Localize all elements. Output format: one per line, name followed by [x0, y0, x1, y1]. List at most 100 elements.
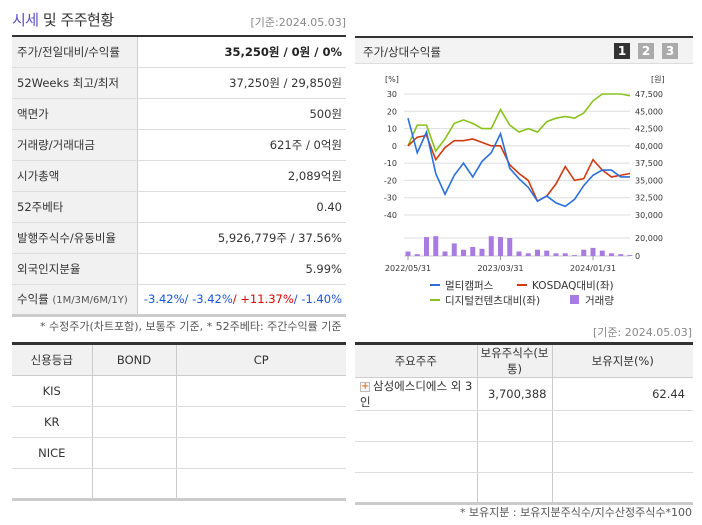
table-cell: 3,700,388: [477, 377, 553, 411]
volume-bar: [553, 253, 559, 256]
quote-label: 수익률 (1M/3M/6M/1Y): [12, 284, 138, 316]
table-cell: [12, 468, 93, 500]
legend-label: KOSDAQ대비(좌): [532, 280, 614, 292]
chart-page-3-button[interactable]: 3: [662, 43, 678, 59]
quote-label: 액면가: [12, 98, 138, 130]
quote-row: 52Weeks 최고/최저 37,250원 / 29,850원: [12, 67, 346, 99]
x-tick-label: 2023/03/31: [477, 264, 523, 273]
volume-bar: [535, 249, 540, 256]
quote-value: 2,089억원: [137, 160, 346, 192]
table-cell: [552, 441, 693, 473]
right-tick-label: 32,500: [635, 194, 663, 203]
return-value: / -1.40%: [293, 292, 342, 306]
table-row: [355, 441, 693, 473]
quote-label: 발행주식수/유동비율: [12, 222, 138, 254]
volume-bar: [498, 237, 503, 256]
volume-bar: [572, 255, 577, 256]
chart-title: 주가/상대수익률: [363, 45, 441, 59]
right-tick-label: 40,000: [635, 142, 663, 151]
left-tick-label: -30: [384, 194, 397, 203]
major-shareholders-table: 주요주주 보유주식수(보통) 보유지분(%) + 삼성에스디에스 외 3인 3,70…: [355, 342, 693, 505]
table-cell: [176, 468, 346, 500]
quote-value: 621주 / 0억원: [137, 129, 346, 161]
left-tick-label: 30: [387, 90, 397, 99]
col-header: 신용등급: [12, 343, 93, 376]
table-row: [12, 468, 346, 500]
holder-name[interactable]: 삼성에스디에스 외 3인: [360, 379, 473, 409]
quote-row: 외국인지분율 5.99%: [12, 253, 346, 285]
chart-header: 주가/상대수익률 1 2 3: [355, 38, 693, 64]
right-tick-label: 30,000: [635, 211, 663, 220]
table-row: [355, 472, 693, 504]
quote-table: 주가/전일대비/수익률 35,250원 / 0원 / 0% 52Weeks 최고/최…: [12, 35, 346, 317]
return-value: / -3.42%: [184, 292, 233, 306]
quote-value: 37,250원 / 29,850원: [137, 67, 346, 99]
quote-label: 52주베타: [12, 191, 138, 223]
x-tick-label: 2024/01/31: [570, 264, 616, 273]
volume-bar: [442, 251, 448, 256]
legend-swatch: [570, 295, 579, 304]
right-tick-label: 37,500: [635, 159, 663, 168]
left-tick-label: 10: [387, 125, 397, 134]
volume-bar: [479, 248, 485, 256]
volume-bar: [405, 251, 411, 256]
quote-row: 52주베타 0.40: [12, 191, 346, 223]
table-cell: [92, 375, 177, 407]
volume-bar: [516, 251, 522, 256]
table-cell: [176, 437, 346, 469]
left-tick-label: -40: [384, 211, 397, 220]
table-cell: [176, 375, 346, 407]
volume-bar: [599, 250, 605, 256]
price-chart: [%] [원] 30 47,500 20 45,000 10 42,500 0 40,000 -10…: [384, 75, 665, 307]
table-cell: [477, 441, 553, 473]
legend-label: 거래량: [585, 295, 614, 307]
right-tick-label: 35,000: [635, 176, 663, 185]
volume-bar: [507, 238, 513, 256]
quote-label: 52Weeks 최고/최저: [12, 67, 138, 99]
table-cell: [552, 472, 693, 504]
volume-bar: [451, 243, 457, 256]
chart-panel: 주가/상대수익률 1 2 3 [%] [원] 30 47,500 20 45,000 10 4…: [355, 36, 693, 311]
volume-bar: [470, 247, 476, 256]
chart-page-2-button[interactable]: 2: [638, 43, 654, 59]
table-cell: [477, 410, 553, 442]
series-line-2: [407, 93, 631, 153]
volume-bar: [488, 236, 494, 256]
expand-plus-icon[interactable]: +: [360, 380, 370, 392]
quote-value: 5.99%: [137, 253, 346, 285]
holders-as-of: [기준: 2024.05.03]: [592, 326, 692, 339]
table-cell: KR: [12, 406, 93, 438]
table-cell: [92, 406, 177, 438]
volume-bar: [424, 237, 429, 256]
quote-row: 시가총액 2,089억원: [12, 160, 346, 192]
as-of-date: [기준:2024.05.03]: [250, 16, 346, 29]
volume-bar: [627, 255, 633, 256]
col-header: CP: [176, 343, 346, 376]
volume-bar: [414, 254, 420, 256]
legend-label: 디지털컨텐츠대비(좌): [445, 295, 540, 307]
quote-row: 발행주식수/유동비율 5,926,779주 / 37.56%: [12, 222, 346, 254]
col-header: 보유주식수(보통): [477, 343, 553, 378]
volume-bar: [618, 254, 624, 256]
volume-bar: [525, 253, 531, 256]
table-cell: [92, 437, 177, 469]
legend-label: 멀티캠퍼스: [445, 279, 494, 292]
quote-value: 35,250원 / 0원 / 0%: [137, 36, 346, 68]
table-cell: [176, 406, 346, 438]
returns-row: 수익률 (1M/3M/6M/1Y) -3.42%/ -3.42%/ +11.37%…: [12, 284, 346, 316]
volume-bar: [562, 253, 568, 256]
return-value: / +11.37%: [232, 292, 294, 306]
holders-footnote: * 보유지분 : 보유지분주식수/지수산정주식수*100: [459, 506, 692, 519]
table-cell: [552, 410, 693, 442]
right-axis-unit: [원]: [651, 75, 665, 84]
table-row: [355, 410, 693, 442]
chart-page-1-button[interactable]: 1: [614, 43, 630, 59]
table-cell: [477, 472, 553, 504]
section-title: 시세 및 주주현황: [12, 11, 114, 29]
returns-values: -3.42%/ -3.42%/ +11.37%/ -1.40%: [137, 284, 346, 316]
return-value: -3.42%: [143, 292, 185, 306]
left-tick-label: 20: [387, 107, 397, 116]
quote-row: 거래량/거래대금 621주 / 0억원: [12, 129, 346, 161]
volume-bar: [461, 249, 466, 256]
left-tick-label: -10: [384, 159, 397, 168]
